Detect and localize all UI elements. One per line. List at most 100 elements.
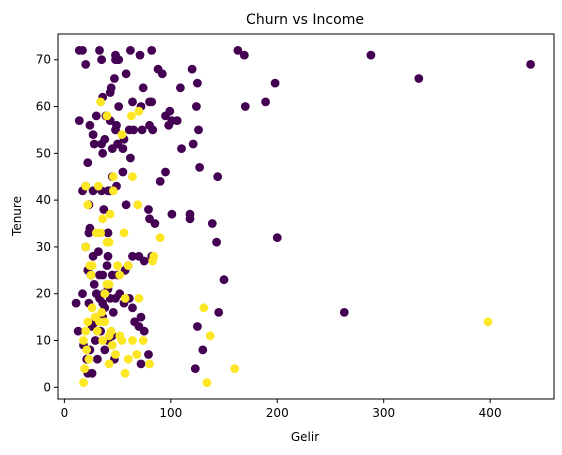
data-point-churn-yes [102, 280, 112, 289]
data-point-churn-no [366, 50, 376, 60]
data-point-churn-no [272, 233, 282, 243]
data-point-churn-no [144, 205, 153, 214]
data-point-churn-yes [100, 317, 110, 327]
data-point-churn-yes [104, 237, 114, 247]
x-tick-label: 300 [372, 406, 395, 420]
data-point-churn-yes [83, 317, 93, 327]
data-point-churn-no [207, 219, 217, 228]
data-point-churn-no [155, 177, 165, 186]
data-point-churn-no [118, 144, 128, 154]
y-tick-label: 40 [36, 193, 51, 207]
x-tick-label: 100 [159, 406, 182, 420]
data-point-churn-no [144, 350, 153, 359]
data-point-churn-no [71, 298, 81, 308]
data-point-churn-no [139, 326, 149, 336]
data-point-churn-no [91, 111, 101, 121]
data-point-churn-yes [133, 200, 143, 210]
data-point-churn-yes [148, 256, 158, 266]
data-point-churn-no [134, 251, 144, 261]
data-point-churn-no [108, 308, 118, 317]
data-point-churn-yes [483, 317, 493, 327]
data-point-churn-no [188, 139, 198, 149]
data-point-churn-no [73, 326, 83, 336]
data-point-churn-yes [115, 270, 125, 280]
data-point-churn-yes [93, 326, 102, 336]
data-point-churn-yes [120, 294, 130, 303]
y-axis-ticks: 0 10 20 30 40 50 60 70 [36, 53, 58, 394]
data-point-churn-no [74, 116, 84, 125]
data-point-churn-no [137, 125, 147, 135]
data-point-churn-yes [113, 261, 122, 270]
data-point-churn-no [185, 214, 195, 224]
data-point-churn-no [190, 364, 200, 373]
data-point-churn-no [165, 106, 175, 116]
data-point-churn-no [88, 130, 98, 140]
data-point-churn-yes [104, 359, 114, 369]
data-point-churn-no [187, 64, 197, 74]
data-point-churn-yes [86, 270, 96, 280]
x-tick-label: 0 [61, 406, 69, 420]
data-point-churn-yes [205, 331, 215, 341]
data-point-churn-no [98, 148, 108, 158]
data-point-churn-yes [81, 326, 91, 336]
data-point-churn-yes [81, 181, 91, 191]
y-tick-label: 10 [36, 334, 51, 348]
data-point-churn-yes [87, 261, 97, 270]
data-point-churn-yes [84, 354, 94, 364]
data-point-churn-no [172, 116, 182, 125]
x-axis-label: Gelir [291, 430, 319, 444]
data-point-churn-yes [202, 378, 212, 387]
data-point-churn-yes [123, 261, 133, 270]
data-point-churn-no [89, 139, 99, 149]
data-point-churn-no [414, 74, 424, 83]
data-point-churn-no [526, 60, 535, 69]
data-point-churn-no [85, 223, 95, 233]
data-point-churn-yes [82, 345, 92, 355]
data-point-churn-yes [87, 303, 97, 313]
data-point-churn-no [147, 46, 157, 55]
data-point-churn-no [102, 261, 112, 270]
data-point-churn-yes [111, 350, 120, 359]
data-point-churn-no [89, 280, 99, 289]
data-point-churn-no [128, 251, 137, 261]
data-point-churn-yes [230, 364, 240, 373]
data-point-churn-no [103, 251, 113, 261]
y-tick-label: 50 [36, 146, 51, 160]
data-point-churn-no [112, 120, 121, 130]
x-axis-ticks: 0 100 200 300 400 [61, 399, 502, 420]
data-point-churn-no [239, 50, 249, 60]
data-point-churn-no [107, 144, 117, 154]
data-point-churn-yes [94, 181, 103, 191]
data-point-churn-no [145, 97, 154, 107]
data-point-churn-no [339, 308, 349, 317]
data-point-churn-no [128, 303, 137, 313]
data-point-churn-no [167, 209, 177, 219]
data-point-churn-yes [134, 106, 144, 116]
data-point-churn-yes [79, 378, 88, 387]
data-point-churn-yes [128, 172, 137, 182]
data-point-churn-no [121, 200, 131, 210]
data-point-churn-yes [123, 354, 133, 364]
data-point-churn-no [195, 163, 205, 172]
data-point-churn-no [148, 125, 158, 135]
data-point-churn-no [100, 134, 110, 144]
data-point-churn-yes [120, 368, 130, 378]
data-point-churn-yes [199, 303, 209, 313]
data-point-churn-yes [90, 312, 100, 322]
data-point-churn-no [136, 359, 146, 369]
data-point-churn-no [192, 102, 201, 111]
data-point-churn-no [212, 237, 222, 247]
data-point-churn-no [95, 46, 104, 55]
data-point-churn-no [176, 83, 185, 93]
data-point-churn-no [114, 55, 124, 65]
data-point-churn-yes [106, 326, 116, 336]
data-point-churn-no [78, 46, 87, 55]
data-point-churn-no [136, 312, 146, 322]
data-point-churn-yes [98, 214, 108, 224]
data-point-churn-yes [107, 340, 117, 350]
data-point-churn-no [233, 46, 243, 55]
data-point-churn-no [107, 270, 117, 280]
data-point-churn-yes [98, 336, 108, 345]
data-point-churn-yes [132, 350, 142, 359]
